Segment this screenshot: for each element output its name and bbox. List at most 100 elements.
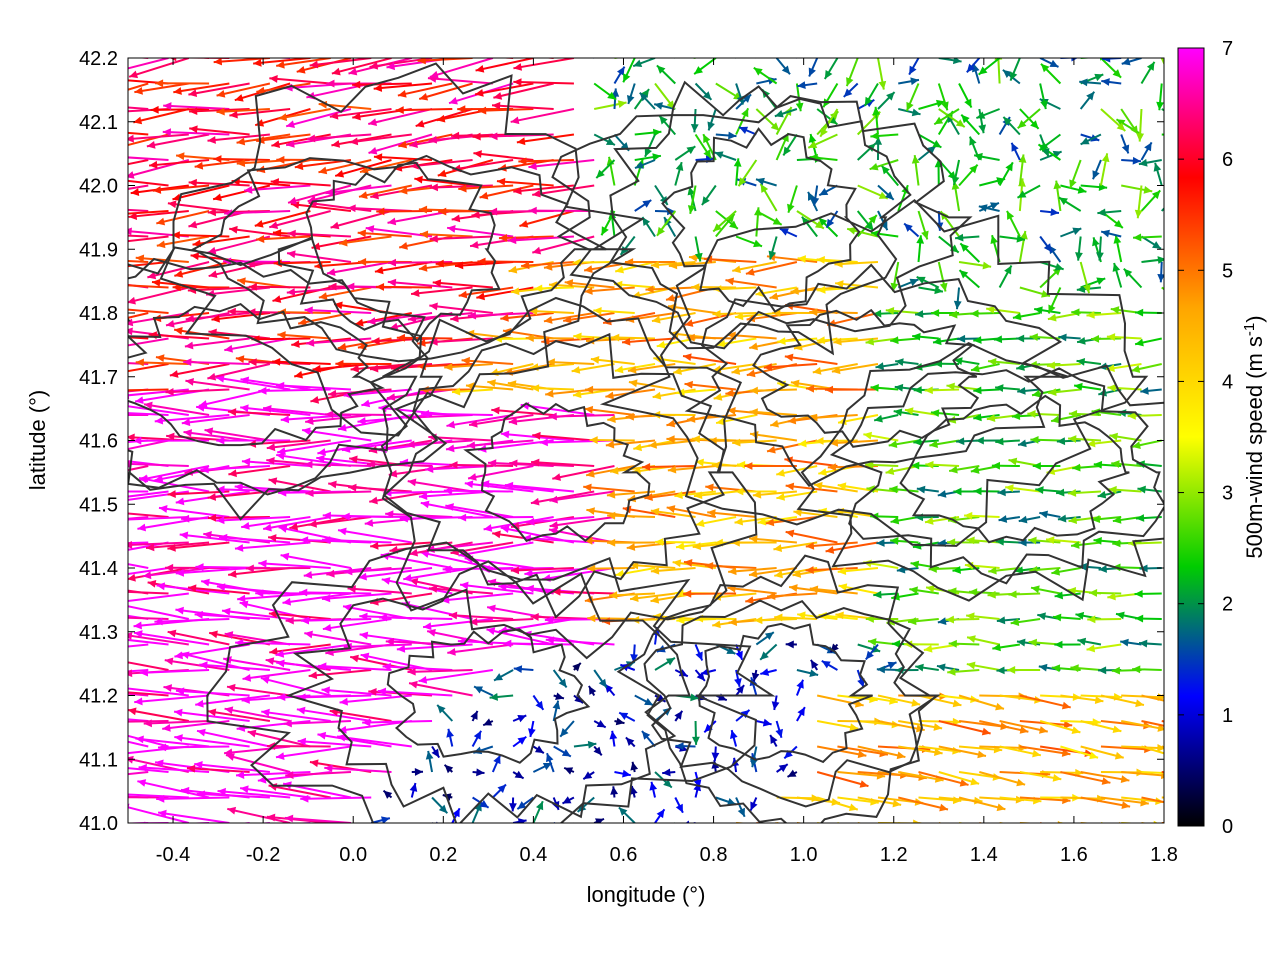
wind-vector	[63, 516, 128, 524]
wind-vector	[919, 823, 963, 832]
wind-vector	[906, 84, 918, 111]
wind-vector	[594, 84, 616, 100]
wind-vector	[614, 770, 630, 778]
wind-vector	[817, 747, 866, 759]
wind-vector	[408, 479, 473, 492]
wind-vector	[149, 49, 209, 58]
wind-vector	[1101, 823, 1141, 835]
wind-vector	[493, 784, 506, 797]
wind-vector	[797, 823, 845, 832]
wind-vector	[744, 462, 797, 470]
wind-vector	[979, 823, 1028, 836]
wind-vector	[585, 386, 635, 394]
wind-vector	[1020, 821, 1066, 829]
wind-vector	[140, 669, 209, 677]
wind-vector	[1012, 143, 1020, 160]
wind-vector	[546, 753, 554, 772]
wind-vector	[513, 818, 526, 826]
wind-vector	[1060, 772, 1110, 785]
wind-vector	[239, 823, 310, 831]
wind-vector	[114, 594, 189, 606]
wind-vector	[1081, 92, 1095, 109]
wind-vector	[780, 229, 797, 237]
wind-vector	[761, 184, 777, 211]
wind-vector	[797, 707, 805, 721]
wind-vector	[437, 705, 452, 721]
wind-vector	[159, 505, 229, 517]
wind-vector	[917, 486, 939, 494]
wind-vector	[554, 823, 572, 830]
wind-vector	[62, 578, 128, 593]
wind-vector	[105, 587, 168, 595]
wind-vector	[1000, 266, 1012, 288]
wind-vector	[960, 243, 979, 262]
wind-vector	[1048, 388, 1081, 396]
wind-vector	[1046, 536, 1081, 544]
wind-vector	[243, 670, 311, 682]
wind-vector	[594, 100, 626, 109]
wind-vector	[1154, 163, 1162, 186]
wind-vector	[715, 151, 737, 160]
wind-vector	[85, 204, 149, 212]
wind-vector	[112, 364, 168, 376]
wind-vector	[59, 739, 128, 747]
wind-vector	[1040, 208, 1059, 216]
colorbar-tick-label: 0	[1222, 816, 1233, 838]
wind-vector	[844, 84, 858, 97]
wind-vector	[959, 270, 979, 287]
wind-vector	[75, 332, 128, 340]
wind-vector	[746, 262, 797, 276]
wind-vector	[895, 358, 918, 366]
wind-vector	[817, 823, 859, 832]
wind-vector	[53, 670, 128, 679]
wind-vector	[784, 44, 797, 58]
wind-vector	[1135, 615, 1162, 623]
wind-vector	[85, 101, 148, 109]
y-tick-label: 41.9	[79, 239, 118, 261]
wind-vector	[979, 772, 1025, 786]
wind-vector	[919, 286, 943, 294]
wind-vector	[775, 721, 783, 738]
wind-vector	[878, 58, 886, 90]
wind-vector	[109, 176, 168, 186]
wind-vector	[199, 390, 270, 408]
wind-vector	[583, 771, 594, 779]
wind-vector	[589, 686, 596, 696]
wind-vector	[113, 305, 168, 313]
wind-vector	[421, 501, 493, 517]
wind-vector	[1121, 135, 1129, 154]
wind-vector	[1039, 511, 1060, 519]
y-tick-label: 42.1	[79, 112, 118, 134]
wind-vector	[432, 747, 440, 758]
wind-vector	[1141, 62, 1154, 84]
wind-vector	[838, 567, 878, 575]
wind-vector	[473, 768, 485, 776]
wind-vector	[809, 154, 837, 162]
x-tick-label: 0.4	[519, 844, 547, 866]
wind-vector	[554, 747, 571, 757]
wind-vector	[909, 58, 918, 75]
wind-vector	[739, 127, 756, 135]
wind-vector	[1007, 666, 1040, 674]
x-tick-label: 1.0	[790, 844, 818, 866]
wind-vector	[309, 670, 372, 679]
wind-vector	[579, 46, 594, 58]
wind-vector	[878, 721, 925, 732]
wind-vector	[56, 602, 128, 619]
wind-vector	[995, 384, 1020, 392]
wind-vector	[645, 135, 655, 157]
x-tick-label: 1.4	[970, 844, 998, 866]
wind-vector	[976, 437, 1000, 445]
wind-vector	[528, 721, 536, 737]
wind-vector	[59, 705, 128, 721]
x-tick-label: 0.8	[700, 844, 728, 866]
wind-vector	[148, 580, 209, 594]
wind-vector	[362, 718, 432, 726]
wind-vector	[997, 488, 1019, 496]
wind-vector	[291, 201, 351, 211]
wind-vector	[566, 823, 574, 834]
wind-vector	[585, 406, 635, 415]
wind-vector	[1139, 640, 1162, 648]
wind-vector	[1141, 237, 1160, 249]
